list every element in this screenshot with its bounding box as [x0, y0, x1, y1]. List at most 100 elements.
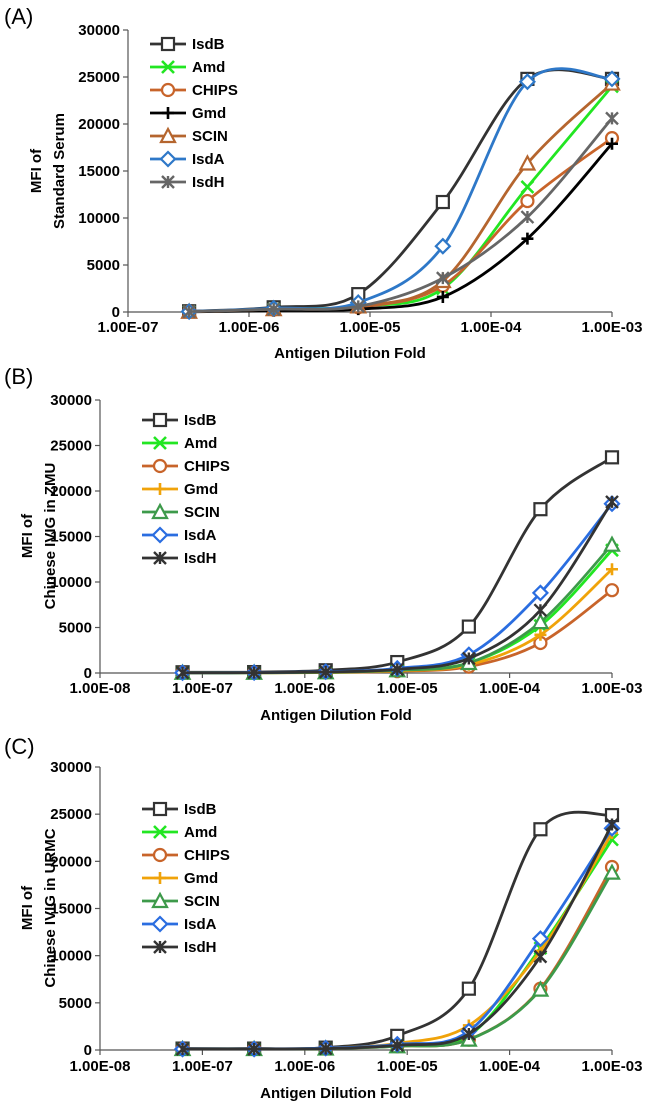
legend-marker [153, 940, 167, 954]
series-isdh [182, 111, 619, 319]
chart-panel-2: (C) 0 5000 10000 15000 20000 25000 30000 1.00E-0… [4, 734, 642, 1102]
data-point [606, 563, 618, 576]
legend-marker [151, 891, 169, 909]
y-tick-label: 0 [84, 1042, 92, 1059]
panel-label: (C) [4, 734, 35, 759]
y-tick-label: 25000 [50, 438, 92, 455]
x-axis-title: Antigen Dilution Fold [274, 345, 426, 362]
legend-label: IsdH [192, 174, 225, 191]
series-line [182, 543, 614, 675]
legend-marker [159, 126, 177, 144]
series-scin [173, 863, 621, 1057]
data-point [461, 619, 476, 634]
y-axis-title: MFI of [19, 513, 36, 558]
x-tick-label: 1.00E-04 [479, 1058, 541, 1075]
legend-label: Gmd [192, 105, 226, 122]
series-isdh [175, 817, 619, 1056]
legend-label: Amd [184, 824, 217, 841]
data-point [390, 662, 405, 677]
data-point [603, 70, 621, 88]
series-line [182, 871, 614, 1051]
legend-marker [152, 458, 168, 474]
y-tick-label: 20000 [50, 483, 92, 500]
data-point [266, 302, 281, 317]
data-point [603, 863, 621, 880]
legend-label: IsdA [184, 527, 217, 544]
x-tick-label: 1.00E-05 [377, 1058, 438, 1075]
series-line [189, 85, 614, 314]
chart-panel-1: (B) 0 5000 10000 15000 20000 25000 30000 1.00E-0… [4, 364, 642, 724]
x-tick-label: 1.00E-04 [479, 680, 541, 697]
y-tick-label: 30000 [50, 392, 92, 409]
x-tick-label: 1.00E-08 [70, 680, 131, 697]
data-point [434, 237, 452, 255]
legend-marker [160, 36, 176, 52]
series-amd [182, 79, 619, 319]
y-tick-label: 25000 [50, 806, 92, 823]
data-point [247, 1042, 261, 1056]
y-tick-label: 30000 [78, 22, 120, 39]
data-point [518, 73, 536, 91]
legend-marker [153, 825, 167, 839]
x-tick-label: 1.00E-07 [172, 680, 233, 697]
data-point [520, 193, 535, 209]
legend-marker [154, 872, 166, 884]
legend-marker [151, 526, 169, 544]
legend-label: SCIN [184, 504, 220, 521]
x-axis-title: Antigen Dilution Fold [260, 707, 412, 724]
panel-label: (A) [4, 4, 33, 29]
legend-marker [151, 915, 169, 933]
x-tick-label: 1.00E-03 [582, 680, 643, 697]
legend-marker [151, 502, 169, 520]
data-point [604, 583, 620, 598]
y-tick-label: 0 [84, 665, 92, 682]
legend: IsdB Amd CHIPS Gmd SCIN IsdA IsdH [142, 801, 230, 956]
legend-marker [161, 175, 175, 189]
data-point [175, 1042, 190, 1056]
series-scin [180, 74, 621, 319]
series-gmd [183, 137, 618, 318]
series-chips [175, 859, 620, 1057]
data-point [435, 194, 450, 210]
data-point [606, 137, 618, 150]
x-tick-label: 1.00E-03 [582, 1058, 643, 1075]
x-tick-label: 1.00E-05 [340, 319, 401, 336]
data-point [533, 822, 548, 837]
x-tick-label: 1.00E-04 [461, 319, 523, 336]
legend-label: IsdA [192, 151, 225, 168]
x-tick-label: 1.00E-03 [582, 319, 643, 336]
data-point [520, 210, 535, 224]
y-axis-title: MFI of [28, 148, 45, 193]
y-tick-label: 25000 [78, 69, 120, 86]
legend-label: IsdA [184, 916, 217, 933]
data-point [175, 665, 190, 680]
legend-label: SCIN [184, 893, 220, 910]
series-line [189, 82, 613, 314]
series-line [182, 549, 614, 675]
legend-marker [152, 847, 168, 863]
legend-label: CHIPS [184, 847, 230, 864]
legend: IsdB Amd CHIPS Gmd SCIN IsdA IsdH [142, 412, 230, 567]
legend-label: SCIN [192, 128, 228, 145]
y-tick-label: 20000 [50, 853, 92, 870]
data-point [318, 1041, 333, 1056]
data-point [603, 535, 621, 552]
series-line [182, 866, 614, 1051]
series-line [182, 832, 614, 1051]
legend-label: IsdH [184, 550, 217, 567]
legend-marker [154, 483, 166, 495]
data-point [436, 290, 449, 303]
data-point [318, 665, 333, 679]
series-line [189, 68, 613, 313]
y-tick-label: 5000 [59, 620, 92, 637]
series-isda [180, 67, 621, 321]
data-point [531, 980, 550, 997]
y-tick-label: 30000 [50, 759, 92, 776]
y-tick-label: 15000 [78, 163, 120, 180]
data-point [518, 154, 537, 171]
legend-label: Amd [192, 59, 225, 76]
y-axis-title: Standard Serum [51, 113, 68, 229]
series-chips [182, 131, 620, 319]
y-tick-label: 10000 [50, 574, 92, 591]
